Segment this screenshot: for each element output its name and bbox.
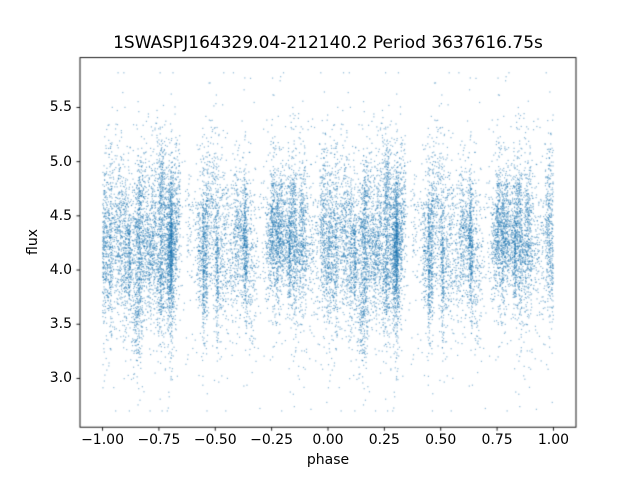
x-tick-label: 0.25	[368, 432, 400, 448]
chart-title: 1SWASPJ164329.04-212140.2 Period 3637616…	[113, 33, 543, 53]
x-tick-label: −0.25	[250, 432, 294, 448]
y-tick-label: 3.0	[49, 370, 72, 387]
y-tick-label: 5.5	[49, 99, 72, 116]
x-tick-label: 1.00	[537, 432, 570, 448]
x-tick-label: 0.75	[481, 432, 513, 448]
y-tick-label: 4.0	[49, 262, 72, 279]
y-tick-label: 3.5	[49, 316, 72, 333]
x-tick-label: 0.50	[425, 432, 457, 448]
x-tick-label: −0.50	[193, 432, 237, 448]
x-tick-label: −1.00	[81, 432, 124, 448]
y-axis-label: flux	[25, 229, 41, 255]
x-tick-label: 0.00	[312, 432, 344, 448]
y-tick-label: 5.0	[49, 153, 72, 170]
x-axis-label: phase	[306, 452, 350, 468]
y-tick-label: 4.5	[49, 207, 72, 224]
x-tick-label: −0.75	[137, 432, 181, 448]
